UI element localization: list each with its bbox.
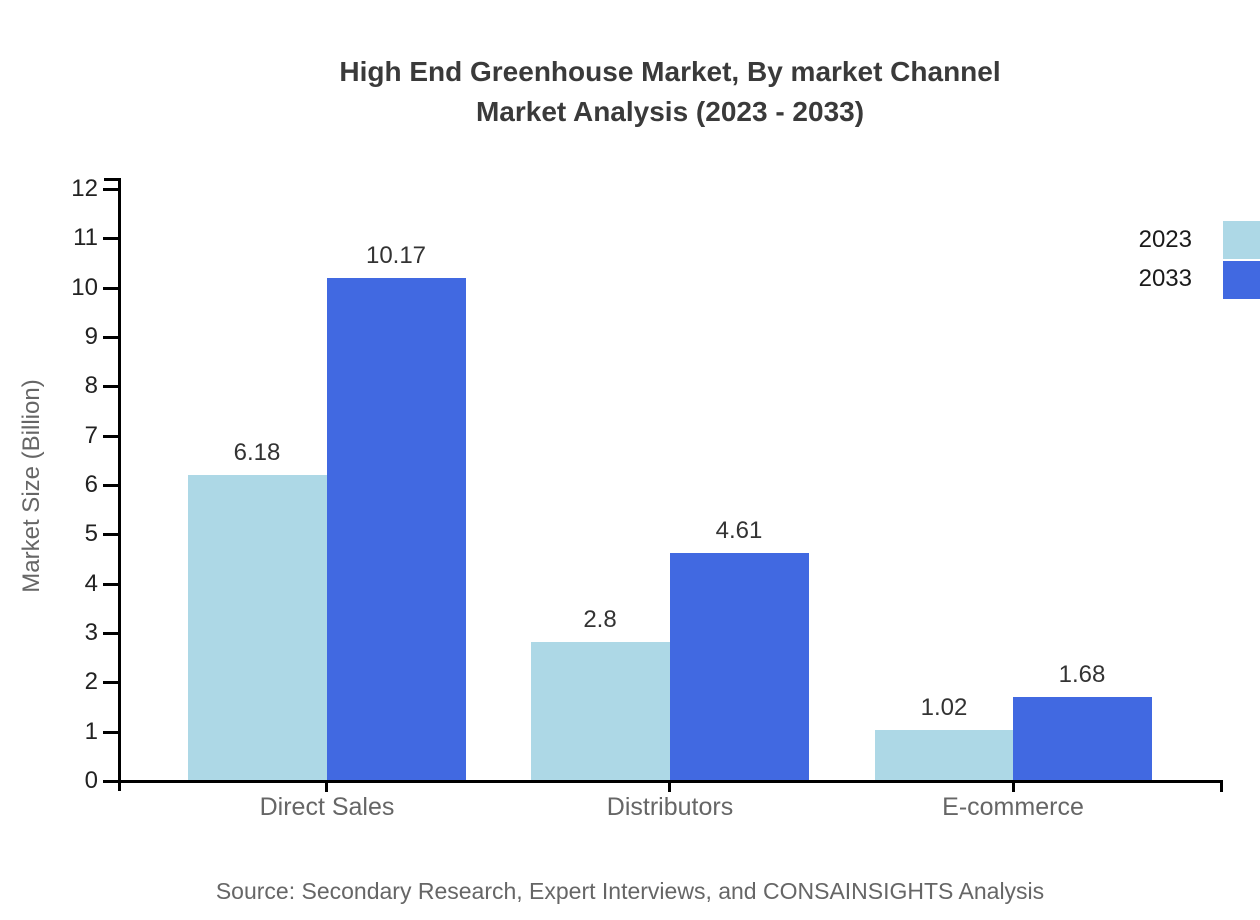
y-tick-label-5: 5 <box>84 520 98 547</box>
x-tick-label-E-commerce: E-commerce <box>942 793 1084 821</box>
bar-2023-Distributors <box>531 642 670 780</box>
y-tick-label-8: 8 <box>84 372 98 399</box>
y-tick-label-2: 2 <box>84 668 98 695</box>
bar-value-2023-Distributors: 2.8 <box>583 606 617 633</box>
y-tick-8 <box>103 385 118 388</box>
legend-label-2033: 2033 <box>1138 265 1192 292</box>
y-tick-label-11: 11 <box>73 224 98 251</box>
y-tick-3 <box>103 632 118 635</box>
y-tick-label-1: 1 <box>84 718 98 745</box>
bar-2033-Direct Sales <box>327 278 466 780</box>
y-tick-label-4: 4 <box>84 570 98 597</box>
y-tick-label-6: 6 <box>84 471 98 498</box>
chart-title: High End Greenhouse Market, By market Ch… <box>80 52 1260 132</box>
x-tick-Distributors <box>668 780 671 792</box>
bar-value-2033-Distributors: 4.61 <box>715 517 763 544</box>
bar-value-2023-E-commerce: 1.02 <box>920 694 968 721</box>
source-attribution: Source: Secondary Research, Expert Inter… <box>215 878 1045 904</box>
legend-swatch-2033 <box>1223 261 1260 299</box>
bar-value-2033-E-commerce: 1.68 <box>1058 661 1106 688</box>
y-axis-top-cap <box>104 178 121 181</box>
y-tick-7 <box>103 435 118 438</box>
y-axis-line <box>118 178 121 791</box>
y-tick-11 <box>103 237 118 240</box>
bar-2023-Direct Sales <box>188 475 327 780</box>
bar-value-2033-Direct Sales: 10.17 <box>365 242 427 269</box>
y-tick-1 <box>103 731 118 734</box>
legend-swatch-2023 <box>1223 221 1260 259</box>
x-tick-label-Distributors: Distributors <box>606 793 734 821</box>
bar-value-2023-Direct Sales: 6.18 <box>233 439 281 466</box>
y-tick-6 <box>103 484 118 487</box>
y-tick-label-3: 3 <box>84 619 98 646</box>
x-tick-E-commerce <box>1012 780 1015 792</box>
bar-2023-E-commerce <box>875 730 1014 780</box>
bar-2033-E-commerce <box>1013 697 1152 780</box>
x-tick-Direct Sales <box>325 780 328 792</box>
y-tick-label-9: 9 <box>84 323 98 350</box>
y-tick-10 <box>103 287 118 290</box>
x-tick-label-Direct Sales: Direct Sales <box>259 793 395 821</box>
y-tick-9 <box>103 336 118 339</box>
chart-title-line1: High End Greenhouse Market, By market Ch… <box>339 56 1001 87</box>
y-tick-label-0: 0 <box>84 767 98 794</box>
y-tick-12 <box>103 188 118 191</box>
chart-title-line2: Market Analysis (2023 - 2033) <box>475 96 865 127</box>
y-tick-5 <box>103 533 118 536</box>
y-tick-label-10: 10 <box>71 274 98 301</box>
bar-2033-Distributors <box>670 553 809 780</box>
y-tick-label-12: 12 <box>71 175 98 202</box>
x-axis-right-cap <box>1220 780 1223 792</box>
y-tick-4 <box>103 583 118 586</box>
legend-label-2023: 2023 <box>1138 226 1192 253</box>
y-tick-0 <box>103 780 118 783</box>
y-tick-2 <box>103 681 118 684</box>
y-tick-label-7: 7 <box>84 422 98 449</box>
